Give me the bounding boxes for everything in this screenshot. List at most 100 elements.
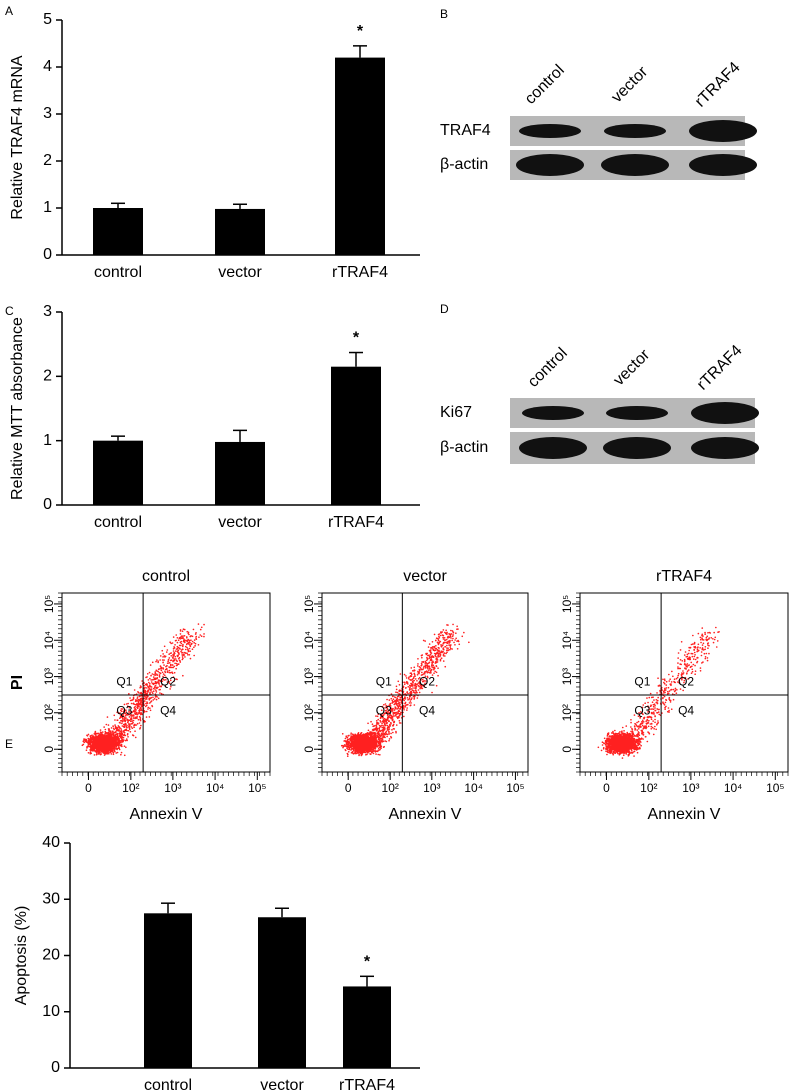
row-label: TRAF4 [440, 122, 491, 139]
band [689, 120, 757, 142]
lane-label: rTRAF4 [692, 59, 744, 111]
x-tick-label: rTRAF4 [332, 264, 388, 281]
band [519, 124, 581, 138]
band [691, 437, 759, 459]
band [603, 437, 671, 459]
y-tick-label: 20 [42, 947, 60, 964]
band [691, 402, 759, 424]
x-tick-label: control [144, 1077, 192, 1092]
x-tick-label: 10² [640, 781, 657, 795]
bar [144, 913, 192, 1068]
bar [215, 208, 265, 255]
chart-title: vector [403, 568, 447, 585]
bar [331, 366, 381, 505]
y-tick-label: 0 [560, 746, 574, 753]
row-label: Ki67 [440, 404, 472, 421]
quadrant-label: Q4 [678, 703, 694, 717]
dot-cloud [340, 623, 470, 757]
x-axis-label: Annexin V [130, 806, 203, 823]
x-tick-label: 10² [382, 781, 399, 795]
dot-cloud [597, 626, 720, 759]
panel-letter: B [440, 7, 448, 21]
quadrant-label: Q4 [160, 703, 176, 717]
x-tick-label: 10⁴ [464, 781, 483, 795]
x-tick-label: 10⁵ [506, 781, 524, 795]
band [519, 437, 587, 459]
y-axis-label: Relative TRAF4 mRNA [9, 55, 26, 220]
y-tick-label: 40 [42, 834, 60, 851]
bar [343, 986, 391, 1068]
x-tick-label: vector [260, 1077, 304, 1092]
y-axis-label: Apoptosis (%) [13, 906, 30, 1006]
quadrant-label: Q3 [116, 703, 132, 717]
y-tick-label: 10² [42, 704, 56, 721]
band [516, 154, 584, 176]
y-tick-label: 2 [43, 368, 52, 385]
x-tick-label: 10⁴ [206, 781, 225, 795]
quadrant-label: Q2 [678, 675, 694, 689]
bar [215, 441, 265, 505]
dot-cloud [81, 623, 205, 757]
x-tick-label: 10³ [164, 781, 181, 795]
x-tick-label: vector [218, 264, 262, 281]
lane-label: control [525, 345, 571, 391]
x-tick-label: 10⁵ [248, 781, 266, 795]
quadrant-label: Q3 [634, 703, 650, 717]
band [604, 124, 666, 138]
x-tick-label: 10⁵ [766, 781, 784, 795]
y-axis-label: PI [9, 675, 26, 690]
y-tick-label: 3 [43, 105, 52, 122]
x-tick-label: vector [218, 514, 262, 531]
row-label: β-actin [440, 156, 488, 173]
y-tick-label: 10⁴ [42, 631, 56, 650]
y-tick-label: 30 [42, 890, 60, 907]
y-tick-label: 10⁵ [42, 595, 56, 613]
panel-letter: D [440, 302, 449, 316]
band [522, 406, 584, 420]
x-tick-label: 10³ [423, 781, 440, 795]
y-tick-label: 10³ [42, 668, 56, 685]
y-tick-label: 1 [43, 432, 52, 449]
y-tick-label: 10⁵ [560, 595, 574, 613]
significance-mark: * [357, 23, 364, 40]
chart-title: control [142, 568, 190, 585]
x-tick-label: 10⁴ [724, 781, 743, 795]
y-tick-label: 0 [42, 746, 56, 753]
y-tick-label: 10⁴ [302, 631, 316, 650]
x-axis-label: Annexin V [648, 806, 721, 823]
bar [93, 440, 143, 505]
quadrant-label: Q1 [376, 675, 392, 689]
chart-title: rTRAF4 [656, 568, 712, 585]
y-tick-label: 10² [302, 704, 316, 721]
quadrant-label: Q1 [634, 675, 650, 689]
x-axis-label: Annexin V [389, 806, 462, 823]
y-tick-label: 0 [302, 746, 316, 753]
x-tick-label: 0 [603, 781, 610, 795]
quadrant-label: Q4 [419, 703, 435, 717]
lane-label: vector [610, 346, 653, 389]
x-tick-label: 0 [85, 781, 92, 795]
lane-label: vector [608, 63, 651, 106]
y-tick-label: 3 [43, 303, 52, 320]
lane-label: rTRAF4 [694, 342, 746, 394]
y-tick-label: 2 [43, 152, 52, 169]
significance-mark: * [353, 330, 360, 347]
lane-label: control [522, 62, 568, 108]
row-label: β-actin [440, 439, 488, 456]
y-tick-label: 0 [51, 1059, 60, 1076]
panel-letter: C [5, 304, 14, 318]
y-tick-label: 10² [560, 704, 574, 721]
x-tick-label: 10² [122, 781, 139, 795]
band [601, 154, 669, 176]
significance-mark: * [364, 954, 371, 971]
bar [258, 917, 306, 1068]
y-tick-label: 5 [43, 11, 52, 28]
panel-letter: E [5, 737, 13, 751]
bar [335, 57, 385, 255]
panel-letter: A [5, 4, 13, 18]
y-tick-label: 10 [42, 1003, 60, 1020]
y-tick-label: 10³ [302, 668, 316, 685]
x-tick-label: 10³ [682, 781, 699, 795]
y-tick-label: 10⁵ [302, 595, 316, 613]
